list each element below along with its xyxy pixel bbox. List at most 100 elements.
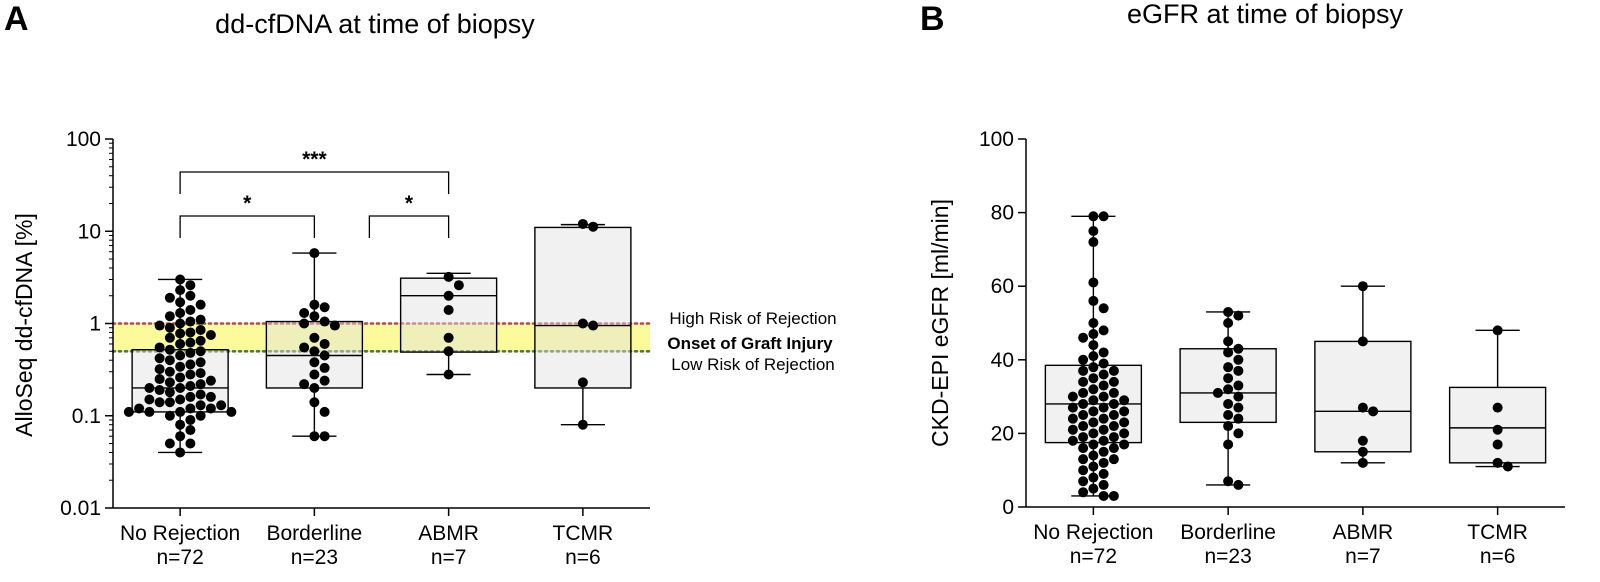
y-tick-label: 100 (66, 128, 101, 151)
data-point (175, 361, 186, 372)
data-point (1119, 439, 1130, 450)
data-point (309, 346, 320, 357)
data-point (1108, 443, 1119, 454)
data-point (1088, 384, 1099, 395)
data-point (185, 369, 196, 380)
data-point (1223, 306, 1234, 317)
data-point (1088, 329, 1099, 340)
data-point (205, 375, 216, 386)
data-point (1119, 406, 1130, 417)
data-point (1098, 402, 1109, 413)
data-point (1078, 465, 1089, 476)
data-point (1233, 428, 1244, 439)
data-point (195, 379, 206, 390)
data-point (309, 369, 320, 380)
data-point (195, 299, 206, 310)
data-point (1233, 380, 1244, 391)
data-point (195, 335, 206, 346)
y-axis-label-a: AlloSeq dd-cfDNA [%] (11, 213, 37, 437)
data-point (154, 364, 165, 375)
data-point (443, 346, 454, 357)
data-point (185, 280, 196, 291)
data-point (319, 302, 330, 313)
data-point (588, 320, 599, 331)
data-point (154, 385, 165, 396)
data-point (185, 347, 196, 358)
data-point (164, 366, 175, 377)
data-point (1223, 439, 1234, 450)
data-point (185, 337, 196, 348)
data-point (205, 330, 216, 341)
data-point (185, 359, 196, 370)
data-point (1088, 461, 1099, 472)
y-tick-label: 40 (991, 349, 1014, 372)
data-point (1492, 402, 1503, 413)
data-point (185, 381, 196, 392)
data-point (1233, 354, 1244, 365)
data-point (164, 397, 175, 408)
data-point (443, 369, 454, 380)
data-point (1067, 424, 1078, 435)
y-tick-label: 20 (991, 422, 1014, 445)
data-point (154, 320, 165, 331)
data-point (154, 374, 165, 385)
data-points-a (123, 218, 599, 458)
data-point (329, 320, 340, 331)
data-point (1098, 211, 1109, 222)
data-point (1078, 421, 1089, 432)
low-risk-label: Low Risk of Rejection (671, 355, 834, 374)
data-point (1098, 446, 1109, 457)
data-point (1357, 457, 1368, 468)
data-point (1098, 413, 1109, 424)
data-point (577, 419, 588, 430)
data-point (185, 438, 196, 449)
data-point (1108, 432, 1119, 443)
data-point (309, 397, 320, 408)
data-point (1098, 347, 1109, 358)
y-tick-label: 0.1 (72, 405, 101, 428)
data-point (577, 377, 588, 388)
data-point (175, 318, 186, 329)
data-point (309, 248, 320, 259)
data-point (1078, 376, 1089, 387)
y-tick-label: 0.01 (60, 497, 101, 520)
data-point (1078, 476, 1089, 487)
high-risk-label: High Risk of Rejection (669, 309, 836, 328)
data-point (144, 382, 155, 393)
data-point (164, 387, 175, 398)
data-point (1223, 336, 1234, 347)
data-point (1098, 369, 1109, 380)
data-point (1088, 277, 1099, 288)
significance-bracket (368, 215, 450, 238)
data-point (1368, 406, 1379, 417)
x-category-label: Borderline (267, 522, 363, 545)
x-count-label: n=23 (291, 546, 338, 569)
data-point (1223, 421, 1234, 432)
data-point (1088, 295, 1099, 306)
data-point (164, 377, 175, 388)
data-point (309, 299, 320, 310)
data-point (185, 305, 196, 316)
data-point (175, 338, 186, 349)
x-category-label: ABMR (418, 522, 479, 545)
data-point (1108, 490, 1119, 501)
data-point (1223, 476, 1234, 487)
data-point (319, 362, 330, 373)
data-point (309, 431, 320, 442)
data-point (1098, 479, 1109, 490)
y-axis-label-b: CKD-EPI eGFR [ml/min] (927, 199, 953, 447)
data-point (319, 431, 330, 442)
data-point (443, 332, 454, 343)
x-category-label: TCMR (1467, 521, 1528, 544)
significance-label: * (243, 192, 252, 215)
threshold-annotations: High Risk of Rejection Onset of Graft In… (667, 309, 836, 374)
data-point (1088, 362, 1099, 373)
data-point (1067, 413, 1078, 424)
data-point (1088, 351, 1099, 362)
data-point (1357, 402, 1368, 413)
data-point (1098, 303, 1109, 314)
data-point (195, 389, 206, 400)
data-point (195, 368, 206, 379)
panel-a: A dd-cfDNA at time of biopsy AlloSeq dd-… (4, 0, 837, 569)
data-point (195, 346, 206, 357)
